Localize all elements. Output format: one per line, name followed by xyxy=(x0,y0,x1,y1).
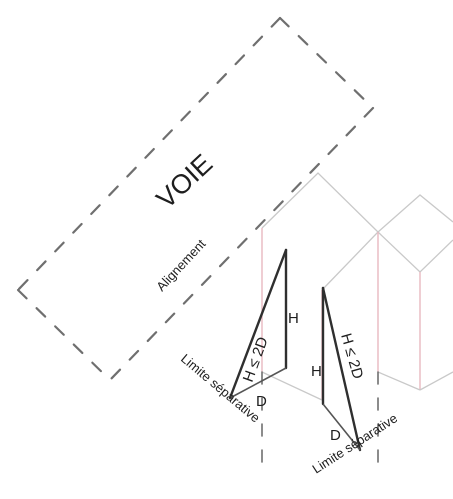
roof-left xyxy=(261,172,379,291)
base-line-3 xyxy=(419,371,453,391)
left-distance xyxy=(229,367,287,399)
voie-edge-top xyxy=(278,16,375,110)
voie-label: VOIE xyxy=(151,148,219,214)
voie-edge-left xyxy=(16,16,282,292)
distance-label-left: D xyxy=(256,393,267,410)
height-label-left: H xyxy=(288,310,299,327)
roof-right xyxy=(377,194,453,233)
distance-label-right: D xyxy=(330,427,341,444)
left-hypotenuse xyxy=(228,248,288,400)
base-line-2 xyxy=(377,371,421,391)
right-hypotenuse xyxy=(321,286,362,452)
alignement-label: Alignement xyxy=(153,236,209,294)
right-triangle xyxy=(321,286,362,452)
voie-edge-bottom xyxy=(16,288,112,382)
voie-edge-right xyxy=(108,106,375,382)
voie-outline xyxy=(16,16,375,382)
height-label-right: H xyxy=(311,363,322,380)
base-line-1 xyxy=(261,371,323,401)
left-triangle xyxy=(228,248,288,400)
limite-separative-right: Limite séparative xyxy=(309,410,400,476)
roof-ridge xyxy=(377,231,453,273)
right-distance xyxy=(322,403,361,451)
